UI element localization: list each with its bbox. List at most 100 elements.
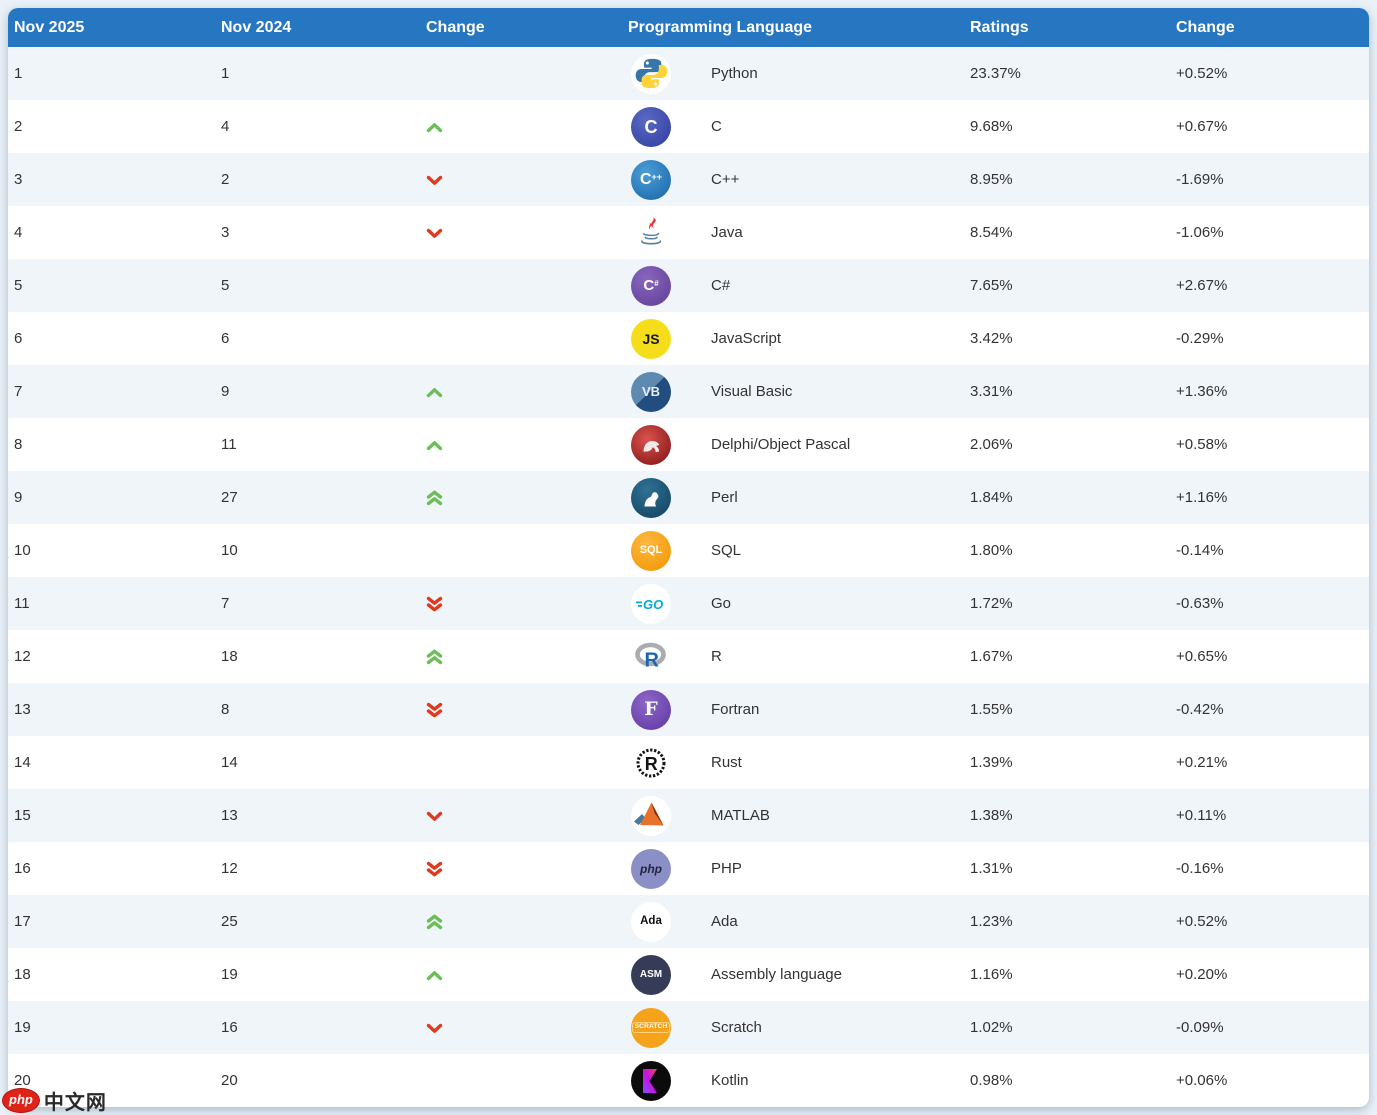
language-icon-cell: SCRATCH <box>622 1001 688 1054</box>
ratings-change-cell: -0.16% <box>1176 860 1224 877</box>
ratings-change-cell: +0.11% <box>1176 807 1227 824</box>
rank-2024-cell: 3 <box>221 224 230 241</box>
language-name-cell: Kotlin <box>711 1072 749 1089</box>
ratings-change-cell: +0.06% <box>1176 1072 1228 1089</box>
language-icon-cell: R <box>622 736 688 789</box>
ratings-cell: 3.31% <box>970 383 1013 400</box>
double-down-arrow-icon <box>426 861 443 877</box>
rank-2025-cell: 12 <box>14 648 31 665</box>
cpp-icon: C++ <box>631 159 671 200</box>
rank-2025-cell: 2 <box>14 118 23 135</box>
rank-change-cell <box>420 471 622 524</box>
rank-2024-cell: 5 <box>221 277 230 294</box>
ratings-cell: 23.37% <box>970 65 1021 82</box>
rank-change-cell <box>420 736 622 789</box>
fortran-icon: F <box>631 689 671 730</box>
table-row: 13 8 F Fortran 1.55% -0.42% <box>8 683 1369 736</box>
down-arrow-icon <box>426 811 443 821</box>
language-ranking-table-card: Nov 2025 Nov 2024 Change Programming Lan… <box>8 8 1369 1107</box>
delphi-icon <box>631 424 671 465</box>
language-icon-cell: php <box>622 842 688 895</box>
php-icon: php <box>631 848 671 889</box>
watermark-site-name: 中文网 <box>43 1092 107 1114</box>
rank-change-cell <box>420 577 622 630</box>
rank-2024-cell: 2 <box>221 171 230 188</box>
down-arrow-icon <box>426 228 443 238</box>
table-row: 20 20 Kotlin 0.98% +0.06% <box>8 1054 1369 1107</box>
language-name-cell: MATLAB <box>711 807 770 824</box>
vb-icon: VB <box>631 371 671 412</box>
rank-change-cell <box>420 524 622 577</box>
rank-2024-cell: 16 <box>221 1019 238 1036</box>
language-name-cell: C <box>711 118 722 135</box>
ratings-change-cell: +0.21% <box>1176 754 1228 771</box>
language-icon-cell <box>622 418 688 471</box>
table-row: 16 12 php PHP 1.31% -0.16% <box>8 842 1369 895</box>
rank-change-cell <box>420 842 622 895</box>
rank-2024-cell: 6 <box>221 330 230 347</box>
php-logo-icon: php <box>2 1088 40 1113</box>
rank-2024-cell: 12 <box>221 860 238 877</box>
ratings-cell: 1.80% <box>970 542 1013 559</box>
watermark: php 中文网 <box>2 1086 107 1115</box>
col-header-ratings-change: Change <box>1170 8 1369 47</box>
language-name-cell: Ada <box>711 913 738 930</box>
language-icon-cell: F <box>622 683 688 736</box>
language-icon-cell: SQL <box>622 524 688 577</box>
ratings-change-cell: -0.63% <box>1176 595 1224 612</box>
ratings-cell: 1.72% <box>970 595 1013 612</box>
rank-2025-cell: 5 <box>14 277 23 294</box>
rank-2025-cell: 13 <box>14 701 31 718</box>
rank-2025-cell: 19 <box>14 1019 31 1036</box>
ratings-cell: 1.16% <box>970 966 1013 983</box>
language-icon-cell <box>622 789 688 842</box>
rank-2025-cell: 7 <box>14 383 23 400</box>
ratings-change-cell: +1.36% <box>1176 383 1228 400</box>
table-row: 9 27 Perl 1.84% +1.16% <box>8 471 1369 524</box>
rank-2024-cell: 10 <box>221 542 238 559</box>
rank-2024-cell: 7 <box>221 595 230 612</box>
table-row: 2 4 C C 9.68% +0.67% <box>8 100 1369 153</box>
ratings-change-cell: -0.42% <box>1176 701 1224 718</box>
rank-2025-cell: 18 <box>14 966 31 983</box>
up-arrow-icon <box>426 387 443 397</box>
language-icon-cell <box>622 47 688 100</box>
language-name-cell: Go <box>711 595 732 612</box>
rank-2025-cell: 10 <box>14 542 31 559</box>
language-icon-cell: GO <box>622 577 688 630</box>
ratings-cell: 1.31% <box>970 860 1013 877</box>
rank-change-cell <box>420 895 622 948</box>
ratings-change-cell: +0.20% <box>1176 966 1228 983</box>
language-name-cell: JavaScript <box>711 330 782 347</box>
ratings-change-cell: +0.52% <box>1176 65 1228 82</box>
rank-2025-cell: 3 <box>14 171 23 188</box>
ratings-cell: 0.98% <box>970 1072 1013 1089</box>
rank-change-cell <box>420 100 622 153</box>
asm-icon: ASM <box>631 954 671 995</box>
table-row: 15 13 MATLAB 1.38% +0.11% <box>8 789 1369 842</box>
rank-change-cell <box>420 1001 622 1054</box>
language-icon-cell: Ada <box>622 895 688 948</box>
up-arrow-icon <box>426 440 443 450</box>
rank-2024-cell: 9 <box>221 383 230 400</box>
rank-2025-cell: 11 <box>14 595 30 612</box>
table-row: 10 10 SQL SQL 1.80% -0.14% <box>8 524 1369 577</box>
language-name-cell: PHP <box>711 860 742 877</box>
ratings-cell: 7.65% <box>970 277 1013 294</box>
language-name-cell: C++ <box>711 171 740 188</box>
rank-change-cell <box>420 789 622 842</box>
double-up-arrow-icon <box>426 914 443 930</box>
svg-text:GO: GO <box>643 597 663 612</box>
col-header-programming-language: Programming Language <box>622 8 964 47</box>
rank-2024-cell: 14 <box>221 754 238 771</box>
rank-2024-cell: 4 <box>221 118 230 135</box>
rank-2025-cell: 17 <box>14 913 31 930</box>
language-icon-cell <box>622 206 688 259</box>
ratings-change-cell: +0.52% <box>1176 913 1228 930</box>
double-up-arrow-icon <box>426 490 443 506</box>
rust-icon: R <box>631 742 671 783</box>
up-arrow-icon <box>426 122 443 132</box>
language-name-cell: C# <box>711 277 731 294</box>
ratings-change-cell: +0.58% <box>1176 436 1228 453</box>
double-up-arrow-icon <box>426 649 443 665</box>
